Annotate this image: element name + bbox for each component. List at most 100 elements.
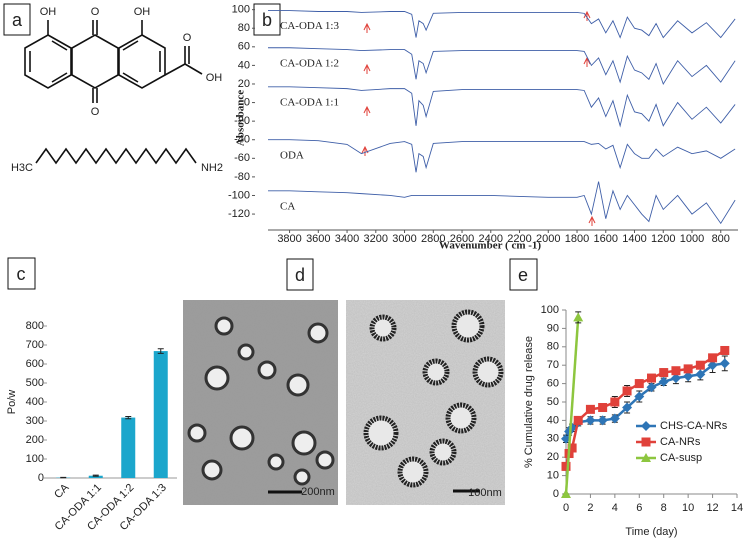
- panel-box: [286, 258, 314, 291]
- y-tick-label: 60: [547, 378, 559, 390]
- panel-box: [3, 3, 31, 36]
- marker: [598, 403, 608, 413]
- series-label: CA: [280, 200, 295, 212]
- marker: [719, 358, 730, 369]
- y-tick-label: 80: [238, 22, 250, 34]
- y-tick-label: 300: [26, 415, 44, 427]
- x-tick-label: 1000: [680, 233, 704, 245]
- x-tick-label: 6: [636, 502, 642, 514]
- panel-box: [509, 258, 538, 291]
- x-tick-label: 3800: [277, 233, 301, 245]
- y-tick-label: 40: [238, 59, 250, 71]
- bar: [153, 351, 168, 478]
- x-tick-label: 3200: [364, 233, 388, 245]
- error-bar: [125, 415, 132, 420]
- y-tick-label: 20: [547, 451, 559, 463]
- marker: [567, 443, 577, 453]
- panel-box: [253, 3, 281, 36]
- arrow-annotations: [361, 10, 596, 226]
- bar: [121, 417, 136, 478]
- marker: [683, 364, 693, 374]
- marker: [720, 345, 730, 355]
- y-tick-label: 80: [547, 341, 559, 353]
- legend-label: CHS-CA-NRs: [660, 420, 728, 432]
- x-tick-label: 12: [706, 502, 718, 514]
- error-bar: [157, 348, 164, 354]
- x-tick-label: 14: [731, 502, 743, 514]
- marker: [573, 312, 584, 322]
- series-line: [564, 317, 580, 495]
- marker: [610, 397, 620, 407]
- marker: [708, 353, 718, 363]
- x-tick-label: 2800: [421, 233, 445, 245]
- marker: [585, 415, 596, 426]
- marker: [695, 369, 706, 380]
- y-tick-label: 90: [547, 322, 559, 334]
- atom-label: NH2: [201, 162, 223, 174]
- y-tick-label: 100: [541, 304, 559, 316]
- marker: [622, 386, 632, 396]
- scale-label: 200nm: [301, 486, 335, 498]
- marker: [659, 368, 669, 378]
- panel-label: d: [295, 265, 305, 285]
- y-tick-label: 800: [26, 320, 44, 332]
- y-tick-label: 30: [547, 433, 559, 445]
- chemical-structure: [24, 20, 203, 165]
- x-axis-label: Wavenumber ( cm -1): [439, 240, 541, 252]
- y-tick-label: 60: [238, 41, 250, 53]
- marker: [597, 415, 608, 426]
- atom-label: O: [183, 32, 192, 44]
- x-tick-label: 800: [712, 233, 730, 245]
- x-tick-label: 1400: [622, 233, 646, 245]
- y-tick-label: -60: [234, 152, 250, 164]
- y-tick-label: 100: [232, 4, 250, 16]
- y-tick-label: 100: [26, 453, 44, 465]
- marker: [634, 391, 645, 402]
- y-tick-label: 40: [547, 414, 559, 426]
- series-label: CA-ODA 1:1: [280, 96, 339, 108]
- error-bar: [92, 474, 99, 477]
- series-label: CA-ODA 1:2: [280, 57, 339, 69]
- marker: [573, 415, 583, 425]
- y-tick-label: -40: [234, 134, 250, 146]
- marker: [683, 371, 694, 382]
- y-tick-label: 0: [244, 96, 250, 108]
- marker: [670, 373, 681, 384]
- marker: [646, 382, 657, 393]
- x-tick-label: 2600: [450, 233, 474, 245]
- marker: [585, 404, 595, 414]
- marker: [641, 437, 651, 447]
- marker: [634, 379, 644, 389]
- y-tick-label: 700: [26, 339, 44, 351]
- marker: [641, 453, 651, 462]
- series-line: [268, 10, 736, 39]
- panel-label: e: [518, 265, 528, 285]
- series-line: [564, 349, 726, 467]
- marker: [641, 421, 651, 431]
- x-tick-label: 2200: [507, 233, 531, 245]
- panel-label: a: [12, 10, 23, 30]
- marker: [658, 376, 669, 387]
- x-tick-label: 3000: [392, 233, 416, 245]
- y-axis-label: Absorbance: [235, 90, 247, 146]
- y-tick-label: 600: [26, 358, 44, 370]
- series-line: [268, 86, 736, 128]
- y-tick-label: 70: [547, 359, 559, 371]
- scale-label: 100nm: [468, 487, 502, 499]
- x-tick-label: 2000: [536, 233, 560, 245]
- marker: [671, 366, 681, 376]
- y-tick-label: -20: [234, 115, 250, 127]
- marker: [695, 360, 705, 370]
- y-axis-label: Po/w: [6, 390, 18, 415]
- atom-label: H3C: [11, 162, 33, 174]
- series-label: ODA: [280, 149, 304, 161]
- y-tick-label: 400: [26, 396, 44, 408]
- x-tick-label: 1800: [565, 233, 589, 245]
- x-tick-label: 2400: [479, 233, 503, 245]
- x-tick-label: 2: [587, 502, 593, 514]
- y-tick-label: -120: [228, 208, 250, 220]
- marker: [647, 373, 656, 383]
- y-tick-label: 10: [547, 470, 559, 482]
- tem-image: [346, 300, 505, 505]
